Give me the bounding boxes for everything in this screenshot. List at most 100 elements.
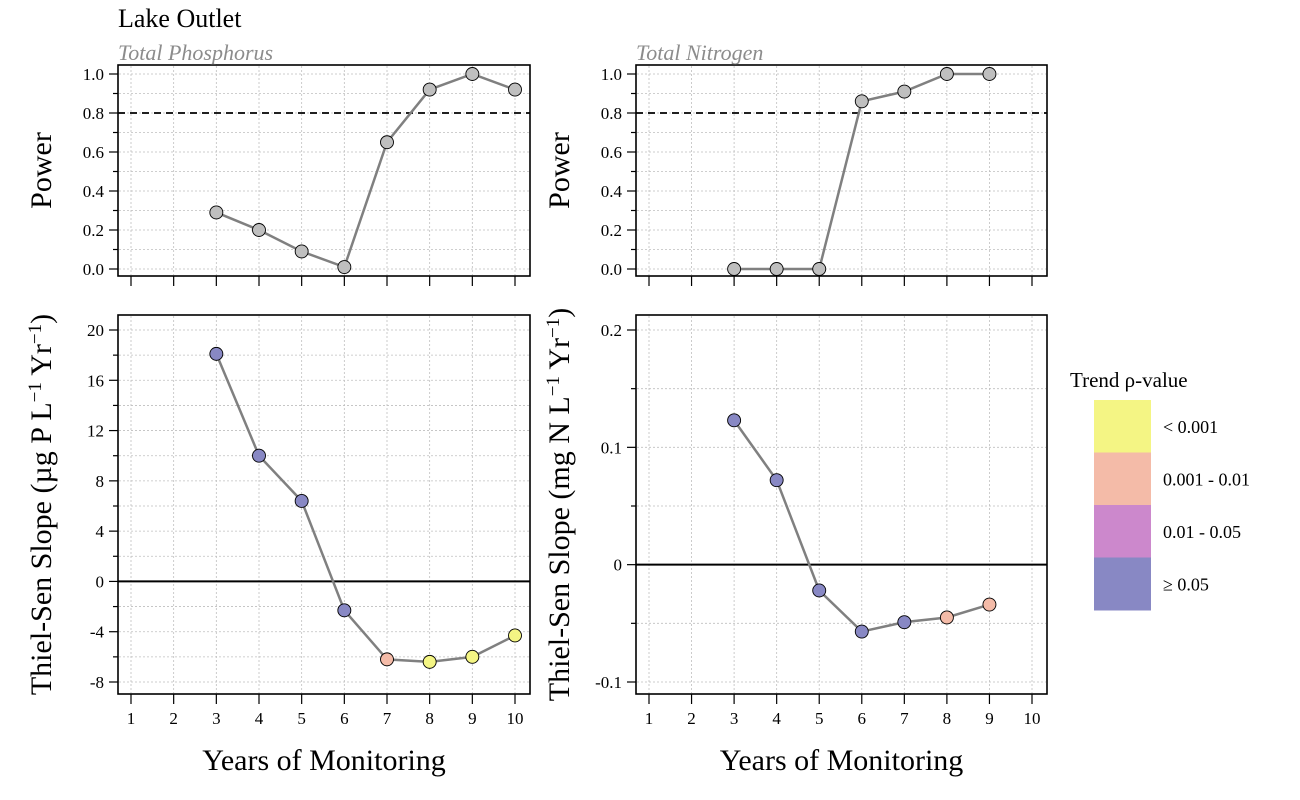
x-tick-label: 8 (425, 709, 434, 728)
plot-frame (635, 64, 1048, 277)
data-point (939, 67, 954, 81)
panel-subtitle: Total Nitrogen (636, 40, 763, 65)
y-tick-label: 16 (87, 371, 104, 390)
legend: Trend ρ-value < 0.001 0.001 - 0.01 0.01 - 0… (1070, 368, 1250, 611)
series-line (215, 353, 516, 664)
data-point (982, 67, 997, 81)
x-tick-label: 5 (297, 709, 306, 728)
data-point (769, 473, 784, 488)
x-tick-label: 2 (687, 709, 696, 728)
legend-swatch (1094, 400, 1151, 453)
plot-frame (117, 314, 531, 695)
x-tick-label: 4 (255, 709, 264, 728)
x-tick-label: 6 (340, 709, 349, 728)
x-axis-title: Years of Monitoring (202, 744, 446, 777)
x-tick-label: 3 (212, 709, 221, 728)
legend-swatch (1094, 505, 1151, 558)
x-tick-label: 7 (900, 709, 909, 728)
x-tick-label: 8 (943, 709, 952, 728)
y-tick-label: 0 (614, 556, 623, 575)
plot-frame (117, 64, 531, 277)
y-tick-label: 0 (96, 572, 105, 591)
y-tick-label: 0.0 (601, 260, 622, 279)
data-point (465, 67, 480, 81)
y-tick-label: 0.4 (83, 182, 105, 201)
data-point (727, 413, 742, 428)
data-point (252, 223, 266, 237)
x-tick-label: 4 (772, 709, 781, 728)
panel-4: -0.1 0 0.1 0.2 1 2 3 4 5 6 7 8 9 10 Thiel-Sen Slope (m… (543, 308, 1048, 777)
panel-subtitle: Total Phosphorus (118, 40, 273, 65)
data-point (422, 654, 437, 669)
y-tick-label: 0.6 (83, 143, 104, 162)
data-point (812, 583, 827, 598)
y-tick-label: -0.1 (595, 673, 622, 692)
data-point (854, 624, 869, 639)
legend-label: < 0.001 (1163, 417, 1218, 437)
data-point (508, 82, 522, 97)
data-point (337, 260, 352, 274)
x-axis-title: Years of Monitoring (720, 744, 964, 777)
data-point (209, 205, 224, 220)
data-point (209, 346, 224, 361)
y-tick-label: 0.2 (83, 221, 104, 240)
x-tick-label: 2 (169, 709, 178, 728)
y-tick-label: 0.1 (601, 438, 622, 457)
data-point (294, 494, 309, 508)
y-tick-label: 0.4 (601, 182, 623, 201)
y-tick-label: 12 (87, 422, 104, 441)
y-axis-title: Power (25, 132, 58, 209)
y-tick-label: 1.0 (83, 65, 104, 84)
data-point (422, 82, 437, 97)
data-point (465, 649, 480, 664)
data-point (252, 448, 266, 463)
x-tick-label: 7 (383, 709, 392, 728)
y-tick-label: 8 (96, 472, 105, 491)
y-axis-title: Thiel-Sen Slope (µg P L−1 Yr−1) (25, 314, 58, 695)
legend-swatch (1094, 452, 1151, 506)
x-tick-label: 1 (645, 709, 654, 728)
x-tick-label: 9 (985, 709, 994, 728)
data-point (897, 615, 912, 630)
x-tick-label: 10 (1024, 709, 1041, 728)
legend-label: 0.01 - 0.05 (1163, 522, 1241, 542)
figure-title: Lake Outlet (118, 4, 242, 33)
data-point (337, 603, 352, 618)
panel-2: 0.0 0.2 0.4 0.6 0.8 1.0 Total Nitrogen Power (543, 40, 1048, 286)
data-point (508, 628, 522, 643)
y-tick-label: 4 (96, 522, 105, 541)
data-point (380, 135, 394, 150)
x-tick-label: 5 (815, 709, 824, 728)
data-point (939, 610, 954, 625)
x-tick-label: 3 (730, 709, 739, 728)
y-tick-label: 20 (87, 321, 104, 340)
data-point (769, 262, 784, 276)
y-tick-label: 0.0 (83, 260, 104, 279)
y-tick-label: 0.8 (601, 104, 622, 123)
y-tick-label: 0.8 (83, 104, 104, 123)
x-tick-label: 9 (468, 709, 477, 728)
legend-label: 0.001 - 0.01 (1163, 470, 1250, 490)
x-tick-label: 1 (127, 709, 136, 728)
legend-label: ≥ 0.05 (1163, 575, 1209, 595)
plot-frame (635, 314, 1048, 695)
y-tick-label: -4 (90, 623, 105, 642)
x-tick-label: 6 (858, 709, 867, 728)
data-point (812, 262, 827, 276)
legend-title: Trend ρ-value (1070, 368, 1188, 392)
data-point (380, 652, 394, 667)
y-tick-label: 0.2 (601, 321, 622, 340)
legend-swatch (1094, 557, 1151, 611)
y-tick-label: 0.2 (601, 221, 622, 240)
y-axis-title: Power (543, 132, 576, 209)
y-tick-label: -8 (90, 673, 104, 692)
y-axis-title: Thiel-Sen Slope (mg N L−1 Yr−1) (543, 308, 576, 701)
data-point (294, 244, 309, 259)
data-point (982, 597, 997, 612)
x-tick-label: 10 (507, 709, 524, 728)
series-line (215, 72, 516, 269)
data-point (727, 262, 742, 276)
y-tick-label: 0.6 (601, 143, 622, 162)
